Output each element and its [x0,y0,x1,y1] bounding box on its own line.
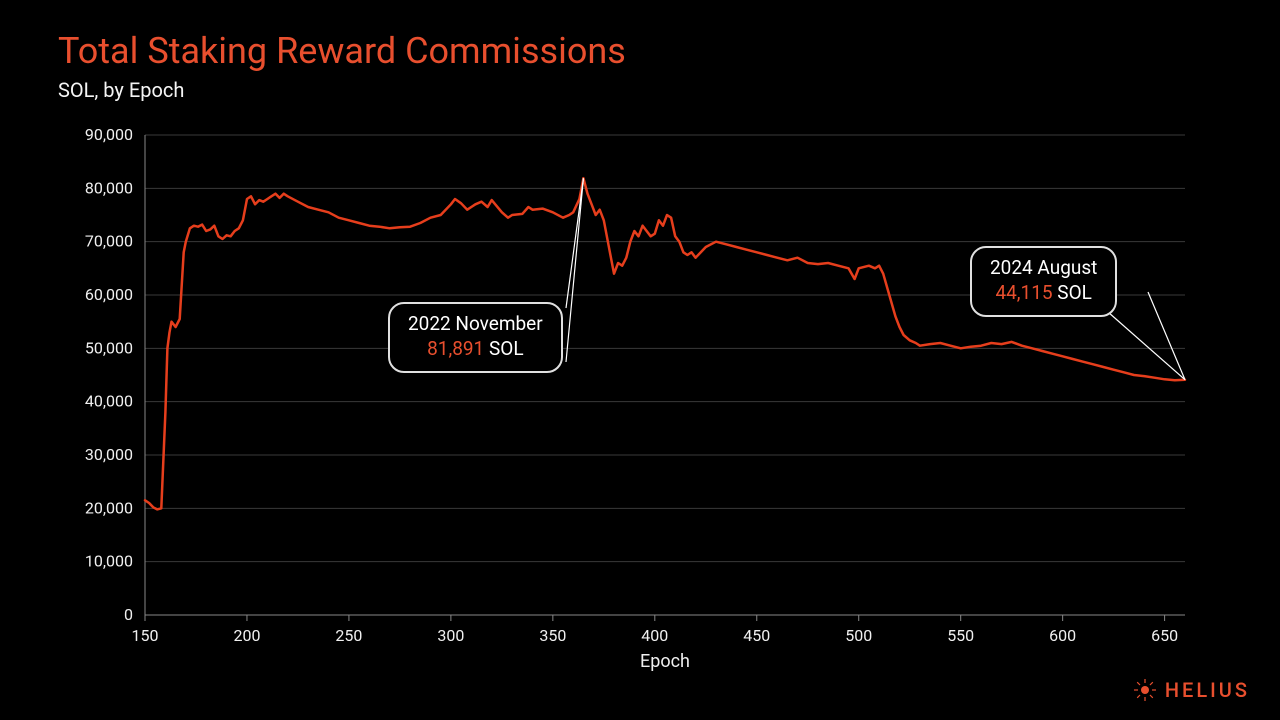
annotation-unit: SOL [1053,281,1092,304]
x-tick-label: 500 [845,626,872,645]
y-tick-label: 50,000 [85,338,133,357]
annotation-value-row: 81,891 SOL [408,337,543,362]
data-line [145,178,1185,509]
brand-logo: HELIUS [1133,678,1250,702]
page-subtitle: SOL, by Epoch [58,78,184,102]
x-tick-label: 450 [743,626,770,645]
annotation-date: 2022 November [408,312,543,337]
y-tick-label: 0 [124,605,133,624]
x-tick-label: 400 [641,626,668,645]
x-tick-label: 300 [437,626,464,645]
x-tick-label: 250 [335,626,362,645]
annotation-leader [566,178,583,362]
annotation-date: 2024 August [990,256,1097,281]
annotation-value-row: 44,115 SOL [990,281,1097,306]
annotation-unit: SOL [484,337,523,360]
annotation-value: 81,891 [427,337,484,360]
y-tick-label: 30,000 [85,445,133,464]
y-tick-label: 80,000 [85,178,133,197]
x-tick-label: 550 [947,626,974,645]
x-tick-label: 600 [1049,626,1076,645]
annotation-leader [1148,292,1185,380]
helius-icon [1133,678,1157,702]
chart-container: 0 10,000 20,000 30,000 40,000 50,000 60,000 70,… [60,115,1220,675]
annotation-value: 44,115 [995,281,1052,304]
annotation-2022-nov: 2022 November 81,891 SOL [388,302,563,373]
annotation-leader [566,178,583,308]
line-chart: 0 10,000 20,000 30,000 40,000 50,000 60,000 70,… [60,115,1220,675]
y-tick-label: 10,000 [85,552,133,571]
y-tick-label: 40,000 [85,392,133,411]
y-tick-label: 60,000 [85,285,133,304]
x-tick-label: 200 [233,626,260,645]
annotation-leader [1108,312,1185,380]
y-tick-label: 90,000 [85,125,133,144]
annotation-2024-aug: 2024 August 44,115 SOL [970,246,1117,317]
x-tick-label: 350 [539,626,566,645]
x-axis-label: Epoch [640,651,690,672]
page-title: Total Staking Reward Commissions [58,30,626,72]
y-tick-label: 70,000 [85,232,133,251]
x-tick-label: 650 [1151,626,1178,645]
y-tick-label: 20,000 [85,498,133,517]
x-tick-label: 150 [132,626,159,645]
brand-text: HELIUS [1165,678,1250,702]
